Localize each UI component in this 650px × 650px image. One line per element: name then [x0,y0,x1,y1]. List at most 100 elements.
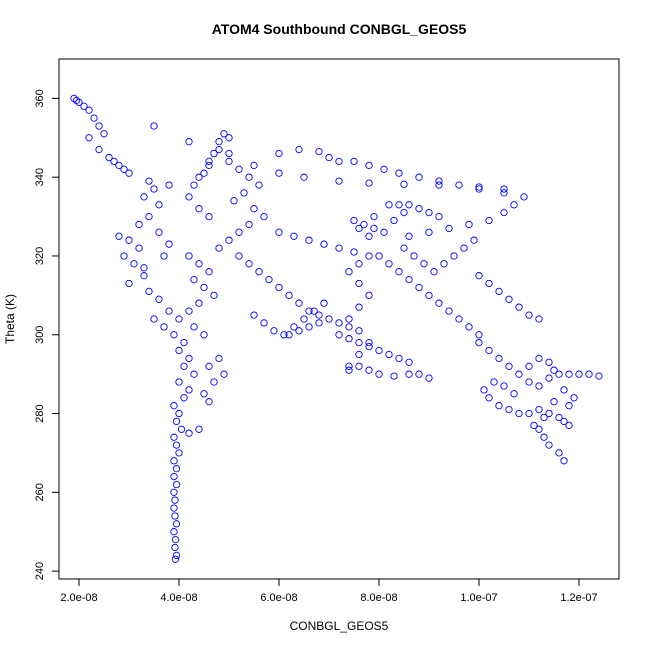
data-point [145,212,153,221]
data-point [172,465,181,473]
data-point [260,319,268,327]
data-point [405,358,413,366]
data-point [305,323,313,331]
data-point [170,528,178,536]
y-tick-label: 360 [34,89,46,107]
data-point [575,370,583,378]
data-point [545,374,553,382]
data-point [140,272,148,280]
data-point [190,275,198,284]
data-point [250,161,258,170]
data-point [415,205,423,213]
data-point [510,390,518,398]
y-tick-label: 340 [34,168,46,186]
data-point [315,147,323,156]
data-point [85,134,93,142]
data-point [200,283,208,292]
data-point [300,173,308,181]
data-point [130,260,138,268]
data-point [230,197,238,205]
data-point [170,488,178,496]
data-point [95,122,103,130]
data-point [345,335,353,343]
data-point [365,291,373,300]
data-point [290,232,298,240]
plot-frame [58,58,620,580]
data-point [245,220,253,229]
data-point [171,535,180,544]
data-point [475,272,483,280]
data-point [500,382,508,390]
data-point [185,252,193,260]
data-point [405,275,413,284]
data-point [335,244,343,252]
data-point [175,409,183,418]
data-point [530,421,538,430]
data-point [435,181,443,189]
data-point [305,236,313,244]
data-point [395,354,403,363]
data-point [345,323,353,331]
data-point [200,169,208,177]
data-point [150,122,158,130]
data-point [515,303,523,311]
data-point [475,183,483,191]
data-point [290,323,298,331]
data-point [565,421,573,430]
data-point [360,220,368,229]
data-point [350,216,358,225]
x-axis-label: CONBGL_GEOS5 [290,619,389,633]
data-point [140,264,148,272]
data-point [250,205,258,213]
data-point [595,372,603,380]
data-point [215,244,223,252]
data-point [185,307,193,315]
data-point [470,236,478,244]
data-point [385,350,393,359]
data-point [205,268,213,276]
data-point [385,260,393,268]
data-point [110,157,118,166]
data-point [525,362,533,370]
data-point [410,252,418,260]
data-point [295,145,303,154]
data-point [495,354,503,363]
data-point [465,323,473,331]
data-point [185,193,193,201]
data-point [355,350,363,359]
data-point [435,212,443,221]
data-point [205,157,213,166]
data-point [355,224,363,233]
data-point [335,331,343,339]
data-point [175,378,183,386]
data-point [545,409,553,418]
data-point [105,153,113,162]
data-point [560,457,568,465]
data-point [430,268,438,276]
data-point [400,180,408,188]
data-point [475,331,483,339]
data-point [545,358,553,366]
data-point [515,409,523,418]
data-point [155,228,163,236]
data-point [435,299,443,307]
data-point [275,228,283,236]
data-point [480,386,488,394]
data-point [255,268,263,276]
data-point [172,551,181,560]
data-point [125,236,133,244]
x-tick-label: 8.0e-08 [360,592,397,604]
data-point [125,279,133,288]
data-point [180,338,188,347]
data-point [160,252,168,260]
data-point [535,425,543,433]
data-point [365,161,373,170]
data-point [355,303,363,311]
data-point [485,216,493,225]
data-point [172,417,181,426]
data-point [220,370,228,378]
data-point [195,173,203,181]
data-point [280,331,288,339]
data-point [205,212,213,221]
